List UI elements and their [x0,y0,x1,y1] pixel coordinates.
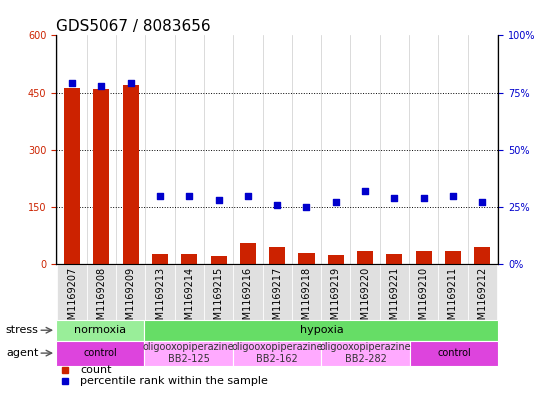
Bar [234,264,263,320]
Bar [175,264,204,320]
Text: oligooxopiperazine
BB2-282: oligooxopiperazine BB2-282 [320,342,412,364]
Text: oligooxopiperazine
BB2-125: oligooxopiperazine BB2-125 [143,342,235,364]
Bar [292,264,321,320]
Text: GSM1169208: GSM1169208 [96,267,106,332]
Bar [64,88,80,264]
Point [332,199,340,206]
Text: GSM1169221: GSM1169221 [389,267,399,332]
Point [449,193,458,199]
Text: oligooxopiperazine
BB2-162: oligooxopiperazine BB2-162 [231,342,323,364]
Bar [321,264,351,320]
Point [185,193,194,199]
Text: GSM1169215: GSM1169215 [213,267,223,332]
Point [97,83,106,89]
Text: percentile rank within the sample: percentile rank within the sample [80,376,268,386]
Bar [152,253,168,264]
Bar [58,264,87,320]
Bar [468,264,497,320]
Bar [298,253,315,264]
Point [126,80,135,86]
Text: GSM1169213: GSM1169213 [155,267,165,332]
Text: control: control [437,348,471,358]
Text: GSM1169219: GSM1169219 [331,267,341,332]
Bar [409,264,438,320]
Bar [116,264,146,320]
Point [419,195,428,201]
Bar [474,247,491,264]
Text: GSM1169209: GSM1169209 [125,267,136,332]
Bar [321,341,410,365]
Text: GSM1169220: GSM1169220 [360,267,370,332]
Point [390,195,399,201]
Text: GSM1169211: GSM1169211 [448,267,458,332]
Bar [269,247,285,264]
Bar [204,264,234,320]
Bar [56,341,144,365]
Text: GSM1169216: GSM1169216 [243,267,253,332]
Point [478,199,487,206]
Text: GSM1169214: GSM1169214 [184,267,194,332]
Bar [144,320,498,341]
Text: GDS5067 / 8083656: GDS5067 / 8083656 [56,19,211,34]
Text: GSM1169212: GSM1169212 [477,267,487,332]
Text: GSM1169218: GSM1169218 [301,267,311,332]
Text: GSM1169210: GSM1169210 [419,267,429,332]
Bar [386,253,403,264]
Point [244,193,253,199]
Text: control: control [83,348,117,358]
Bar [380,264,409,320]
Text: GSM1169217: GSM1169217 [272,267,282,332]
Text: stress: stress [6,325,38,335]
Point [302,204,311,210]
Bar [211,256,227,264]
Text: hypoxia: hypoxia [300,325,343,335]
Bar [181,253,197,264]
Point [214,197,223,203]
Bar [56,320,144,341]
Bar [438,264,468,320]
Point [361,188,370,194]
Point [273,202,282,208]
Bar [123,85,139,264]
Bar [263,264,292,320]
Bar [146,264,175,320]
Bar [233,341,321,365]
Text: agent: agent [6,348,38,358]
Text: normoxia: normoxia [74,325,127,335]
Point [68,80,77,86]
Bar [144,341,233,365]
Point [156,193,165,199]
Text: count: count [80,365,112,375]
Bar [328,255,344,264]
Bar [445,251,461,264]
Bar [410,341,498,365]
Bar [87,264,116,320]
Bar [416,251,432,264]
Bar [351,264,380,320]
Bar [94,89,109,264]
Text: GSM1169207: GSM1169207 [67,267,77,332]
Bar [240,243,256,264]
Bar [357,251,373,264]
